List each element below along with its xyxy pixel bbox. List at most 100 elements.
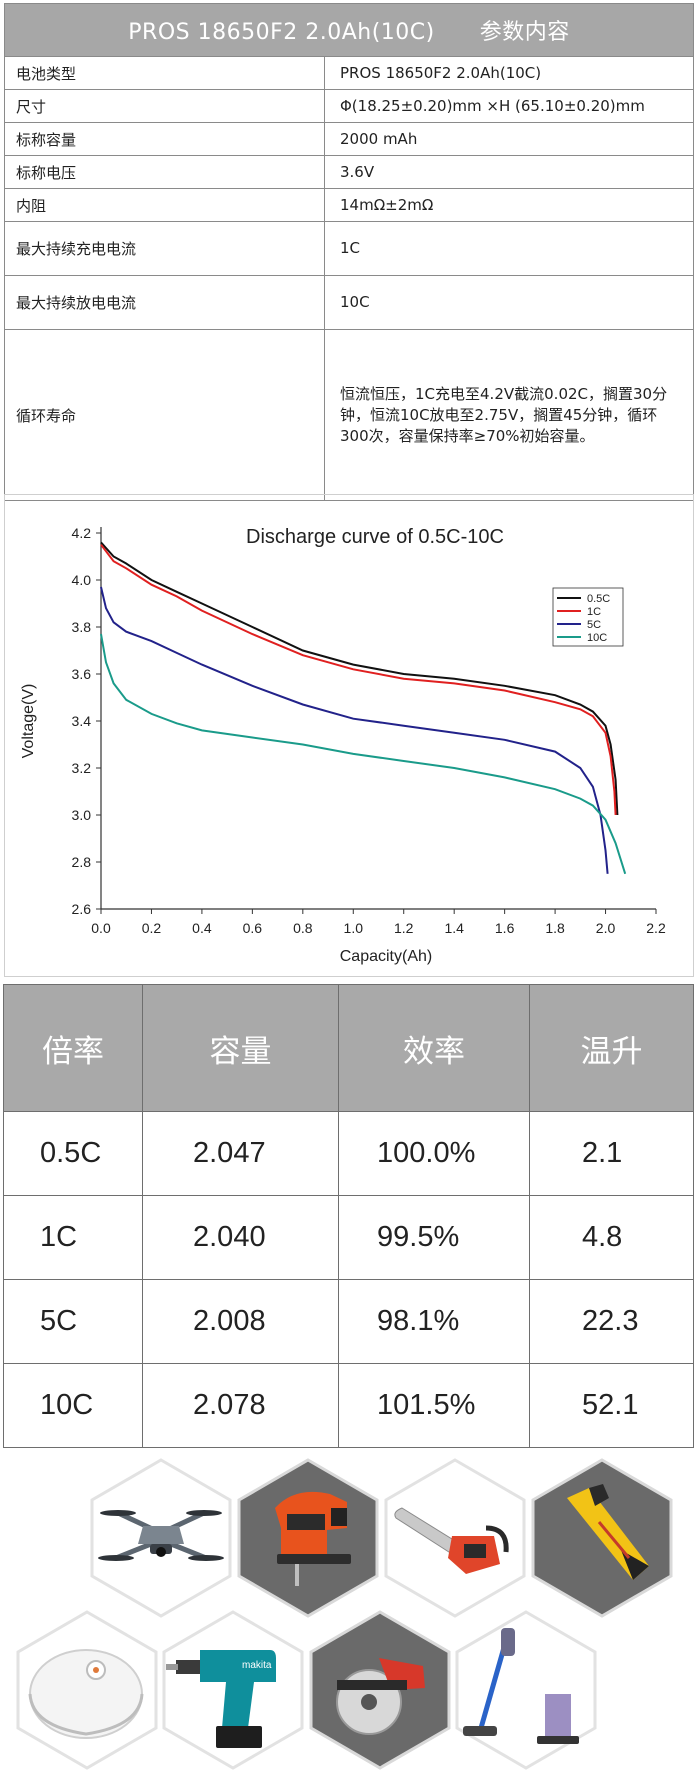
table-row: 0.5C 2.047 100.0% 2.1 [4, 1112, 693, 1196]
drone-icon [90, 1458, 232, 1618]
spec-row: 内阻 14mΩ±2mΩ [5, 189, 693, 222]
discharge-chart-svg: 2.6 2.8 3.0 3.2 3.4 3.6 3.8 4.0 4.2 0.0 0.2 0.4 0.6 0… [20, 525, 666, 965]
x-tick-label: 0.6 [243, 920, 263, 936]
x-tick-label: 1.6 [495, 920, 515, 936]
multitool-tile [529, 1458, 675, 1618]
drone-tile [88, 1458, 234, 1618]
rate-table-header: 倍率 容量 效率 温升 [4, 985, 693, 1112]
temp-rise-cell: 4.8 [582, 1221, 623, 1253]
robot-vacuum-icon [16, 1610, 158, 1770]
spec-value: 10C [340, 293, 370, 311]
spec-value: 1C [340, 239, 361, 257]
circular-saw-tile [307, 1610, 453, 1770]
spec-value: Φ(18.25±0.20)mm ×H (65.10±0.20)mm [340, 96, 645, 115]
temp-rise-cell: 2.1 [582, 1137, 623, 1169]
spec-key: 标称容量 [5, 123, 325, 155]
x-tick-label: 0.8 [293, 920, 313, 936]
capacity-cell: 2.040 [143, 1196, 339, 1279]
spec-row: 标称电压 3.6V [5, 156, 693, 189]
y-tick-label: 3.6 [72, 666, 92, 682]
spec-row: 最大持续放电电流 10C [5, 276, 693, 330]
y-axis-label: Voltage(V) [20, 684, 37, 759]
x-tick-label: 1.8 [545, 920, 565, 936]
x-tick-label: 0.2 [142, 920, 162, 936]
spec-row: 循环寿命 恒流恒压，1C充电至4.2V截流0.02C，搁置30分钟，恒流10C放… [5, 330, 693, 500]
legend-label-0.5C: 0.5C [587, 593, 610, 605]
y-tick-label: 4.2 [72, 525, 92, 541]
efficiency-cell: 100.0% [339, 1112, 530, 1195]
jigsaw-icon [237, 1458, 379, 1618]
y-tick-label: 4.0 [72, 572, 92, 588]
efficiency-cell: 99.5% [339, 1196, 530, 1279]
x-tick-label: 1.2 [394, 920, 414, 936]
y-tick-label: 3.2 [72, 760, 92, 776]
capacity-cell: 2.078 [143, 1364, 339, 1447]
chainsaw-icon [384, 1458, 526, 1618]
spec-row: 尺寸 Φ(18.25±0.20)mm ×H (65.10±0.20)mm [5, 90, 693, 123]
spec-value: 2000 mAh [340, 129, 418, 148]
x-axis-label: Capacity(Ah) [340, 948, 432, 965]
header-cell: 倍率 [4, 985, 143, 1111]
spec-key: 电池类型 [5, 57, 325, 89]
spec-row: 最大持续充电电流 1C [5, 222, 693, 276]
spec-value: 14mΩ±2mΩ [340, 195, 434, 214]
series-line-5C [100, 586, 609, 874]
spec-key: 最大持续放电电流 [5, 276, 325, 329]
x-tick-label: 1.4 [444, 920, 464, 936]
capacity-cell: 2.008 [143, 1280, 339, 1363]
cordless-drill-icon: makita [162, 1610, 304, 1770]
robot-vacuum-tile [14, 1610, 160, 1770]
spec-key: 内阻 [5, 189, 325, 221]
discharge-chart: 2.6 2.8 3.0 3.2 3.4 3.6 3.8 4.0 4.2 0.0 0.2 0.4 0.6 0… [4, 494, 694, 977]
efficiency-cell: 101.5% [339, 1364, 530, 1447]
x-tick-label: 1.0 [344, 920, 364, 936]
rate-cell: 0.5C [4, 1112, 143, 1195]
stick-vacuum-tile [453, 1610, 599, 1770]
spec-value: 恒流恒压，1C充电至4.2V截流0.02C，搁置30分钟，恒流10C放电至2.7… [340, 384, 668, 445]
rate-cell: 1C [4, 1196, 143, 1279]
chart-title: Discharge curve of 0.5C-10C [246, 526, 504, 548]
y-tick-label: 3.0 [72, 807, 92, 823]
series-line-0.5C [100, 541, 619, 816]
efficiency-cell: 98.1% [339, 1280, 530, 1363]
circular-saw-icon [309, 1610, 451, 1770]
x-tick-label: 2.2 [646, 920, 666, 936]
spec-row: 电池类型 PROS 18650F2 2.0Ah(10C) [5, 57, 693, 90]
y-tick-label: 3.8 [72, 619, 92, 635]
legend-label-5C: 5C [587, 619, 601, 631]
rate-table: 倍率 容量 效率 温升 0.5C 2.047 100.0% 2.1 1C 2.0… [3, 984, 694, 1448]
rate-cell: 10C [4, 1364, 143, 1447]
legend-label-10C: 10C [587, 632, 607, 644]
temp-rise-cell: 22.3 [582, 1305, 639, 1337]
jigsaw-tile [235, 1458, 381, 1618]
x-tick-label: 0.0 [91, 920, 111, 936]
x-tick-label: 2.0 [596, 920, 616, 936]
spec-value: 3.6V [340, 162, 375, 181]
series-line-10C [100, 633, 627, 875]
header-cell: 温升 [580, 1033, 643, 1070]
spec-key: 尺寸 [5, 90, 325, 122]
y-tick-label: 3.4 [72, 713, 92, 729]
table-row: 1C 2.040 99.5% 4.8 [4, 1196, 693, 1280]
header-cell: 效率 [339, 985, 530, 1111]
spec-key: 循环寿命 [5, 330, 325, 500]
drill-brand-label: makita [242, 1660, 272, 1671]
table-row: 10C 2.078 101.5% 52.1 [4, 1364, 693, 1447]
spec-value: PROS 18650F2 2.0Ah(10C) [340, 63, 542, 82]
stick-vacuum-icon [455, 1610, 597, 1770]
x-tick-label: 0.4 [192, 920, 212, 936]
multitool-icon [531, 1458, 673, 1618]
spec-key: 最大持续充电电流 [5, 222, 325, 275]
series-line-1C [100, 544, 617, 816]
capacity-cell: 2.047 [143, 1112, 339, 1195]
table-row: 5C 2.008 98.1% 22.3 [4, 1280, 693, 1364]
spec-table-title: PROS 18650F2 2.0Ah(10C) 参数内容 [5, 4, 693, 57]
temp-rise-cell: 52.1 [582, 1389, 639, 1421]
spec-row: 标称容量 2000 mAh [5, 123, 693, 156]
applications-grid: makita [0, 1450, 699, 1770]
y-tick-label: 2.6 [72, 901, 92, 917]
spec-table: PROS 18650F2 2.0Ah(10C) 参数内容 电池类型 PROS 1… [4, 3, 694, 501]
spec-key: 标称电压 [5, 156, 325, 188]
legend-label-1C: 1C [587, 606, 601, 618]
header-cell: 容量 [143, 985, 339, 1111]
